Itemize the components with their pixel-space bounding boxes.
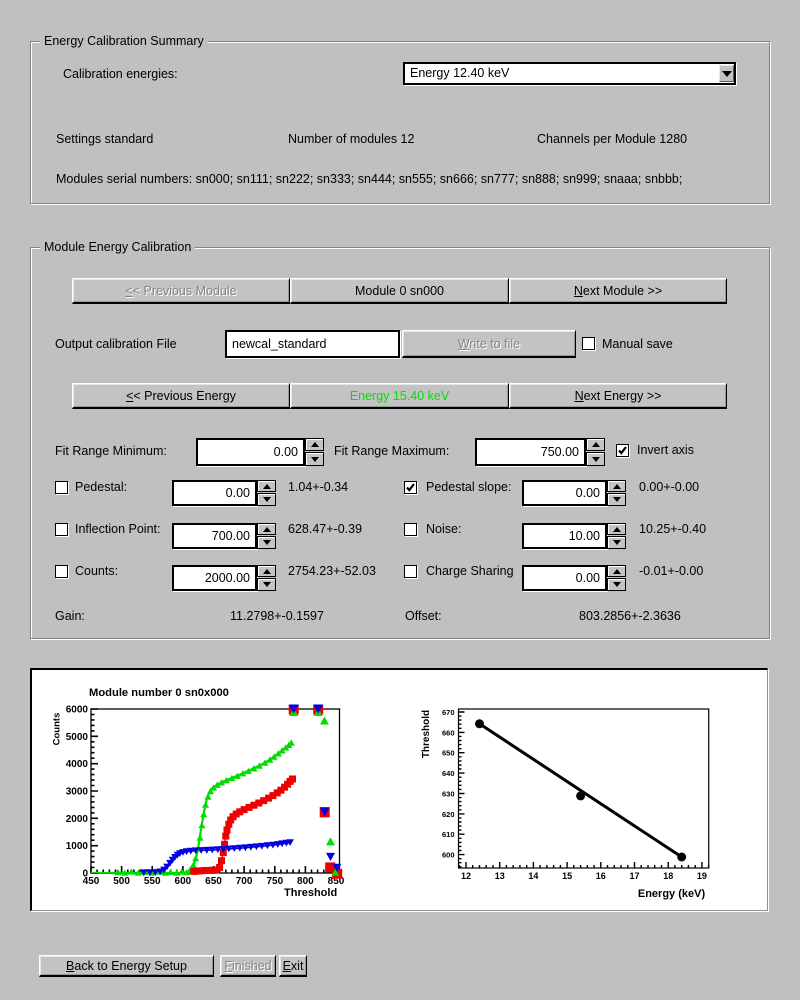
svg-text:Threshold: Threshold — [421, 710, 432, 758]
svg-text:750: 750 — [266, 876, 283, 887]
svg-text:500: 500 — [113, 876, 130, 887]
svg-text:600: 600 — [175, 876, 192, 887]
svg-text:640: 640 — [442, 769, 455, 778]
svg-text:Module number 0 sn0x000: Module number 0 sn0x000 — [89, 687, 229, 699]
svg-text:550: 550 — [144, 876, 161, 887]
svg-text:16: 16 — [596, 871, 606, 881]
svg-text:6000: 6000 — [66, 705, 89, 716]
svg-text:19: 19 — [697, 871, 707, 881]
svg-text:18: 18 — [663, 871, 673, 881]
svg-text:600: 600 — [442, 851, 455, 860]
svg-text:Threshold: Threshold — [284, 887, 337, 899]
svg-text:1000: 1000 — [66, 841, 89, 852]
svg-text:Energy (keV): Energy (keV) — [638, 888, 706, 900]
svg-text:17: 17 — [629, 871, 639, 881]
svg-text:700: 700 — [236, 876, 253, 887]
svg-text:Counts: Counts — [52, 713, 63, 746]
svg-text:800: 800 — [297, 876, 314, 887]
svg-text:650: 650 — [442, 749, 455, 758]
svg-text:620: 620 — [442, 810, 455, 819]
svg-text:5000: 5000 — [66, 732, 89, 743]
svg-text:2000: 2000 — [66, 814, 89, 825]
svg-text:670: 670 — [442, 708, 455, 717]
svg-text:660: 660 — [442, 728, 455, 737]
svg-text:12: 12 — [461, 871, 471, 881]
svg-text:850: 850 — [328, 876, 345, 887]
svg-text:0: 0 — [82, 869, 88, 880]
svg-text:15: 15 — [562, 871, 572, 881]
svg-text:14: 14 — [528, 871, 538, 881]
svg-text:4000: 4000 — [66, 759, 89, 770]
svg-text:650: 650 — [205, 876, 222, 887]
svg-text:3000: 3000 — [66, 787, 89, 798]
svg-text:450: 450 — [83, 876, 100, 887]
svg-text:630: 630 — [442, 790, 455, 799]
svg-text:610: 610 — [442, 830, 455, 839]
svg-text:13: 13 — [495, 871, 505, 881]
